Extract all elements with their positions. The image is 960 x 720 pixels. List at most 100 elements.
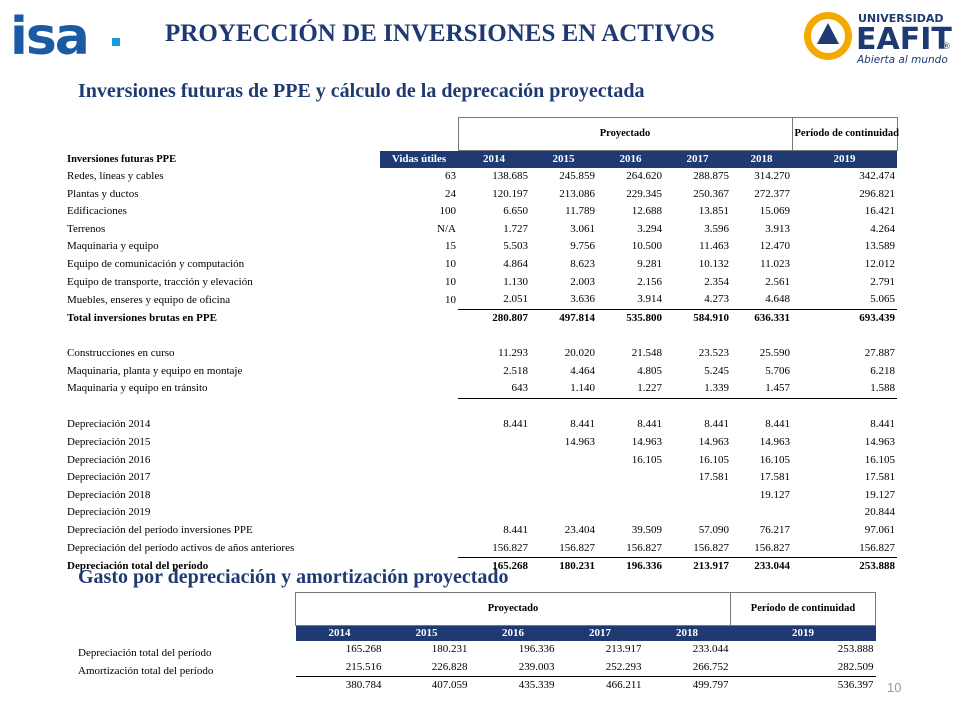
value-cell: 15.069 [759,205,790,218]
column-header: Inversiones futuras PPE [67,153,177,165]
value-cell: 314.270 [754,170,790,183]
row-label: Depreciación 2017 [67,471,151,484]
group-header-row: Proyectado Período de continuidad [295,592,876,626]
value-cell: 266.752 [692,660,729,673]
column-header-row: Inversiones futuras PPE Vidas útiles 2014 2… [65,150,897,169]
row-labels: Depreciación total del período Amortizaci… [78,645,213,680]
row-label: Total inversiones brutas en PPE [67,311,217,324]
value-cell: 8.441 [637,418,662,431]
value-cell: 13.589 [864,240,895,253]
value-cell: 11.293 [498,347,528,360]
value-cell: 11.789 [565,205,595,218]
value-cell: 57.090 [698,523,729,536]
row-label: Edificaciones [67,205,127,218]
value-cell: 156.827 [530,539,597,559]
life-cell [380,363,458,381]
value-cell: 17.581 [759,471,790,484]
table-row [65,398,897,416]
column-header: 2015 [383,625,470,641]
value-cell: 4.273 [664,291,731,310]
value-cell: 12.688 [631,205,662,218]
life-cell: 63 [445,170,456,183]
blank-cell [65,398,897,416]
value-cell: 3.294 [637,222,662,235]
value-cell: 1.140 [530,380,597,399]
value-cell: 156.827 [458,539,530,559]
row-label: Depreciación total del período [67,559,209,572]
value-cell: 5.065 [792,291,897,310]
logo-tagline: Abierta al mundo [856,54,948,66]
value-cell: 23.404 [564,523,595,536]
value-cell: 8.623 [570,258,595,271]
value-cell: 16.421 [864,205,895,218]
column-header: 2017 [664,150,731,169]
logo-line1: UNIVERSIDAD [858,12,944,25]
life-cell [380,487,458,505]
value-cell [458,434,530,452]
value-cell: 380.784 [295,676,384,695]
value-cell: 499.797 [643,676,731,695]
row-label: Plantas y ductos [67,187,139,200]
value-cell: 14.963 [698,436,729,448]
value-cell: 466.211 [556,676,644,695]
seal-mark [817,23,839,44]
column-header: 2018 [643,625,731,641]
table-row: Depreciación total del período 165.268 180… [65,558,897,576]
value-cell: 2.518 [503,364,528,377]
table-row: Maquinaria, planta y equipo en montaje 2.… [65,363,897,381]
value-cell: 3.913 [765,222,790,235]
column-header: 2014 [295,625,384,641]
value-cell [597,469,664,487]
value-cell: 636.331 [754,311,790,324]
value-cell: 213.917 [605,643,642,655]
value-cell: 14.963 [631,436,662,448]
value-cell: 272.377 [754,187,790,200]
value-cell: 253.888 [837,643,874,655]
value-cell: 213.086 [559,187,595,200]
value-cell: 3.061 [570,222,595,235]
row-label: Depreciación total del período [78,647,212,659]
value-cell: 180.231 [431,643,468,655]
value-cell: 14.963 [864,436,895,448]
table-container: Proyectado Período de continuidad Inversio… [65,117,899,576]
value-cell [458,487,530,505]
value-cell: 282.509 [837,660,874,673]
value-cell [530,452,597,470]
table-row: Depreciación del período activos de años… [65,539,897,559]
row-label: Amortización total del período [78,664,214,677]
row-label: Depreciación 2014 [67,418,151,431]
life-cell: 15 [445,240,456,253]
column-header: 2019 [730,625,876,641]
value-cell: 14.963 [564,436,595,448]
blank-cell [65,327,897,345]
value-cell: 156.827 [597,539,664,559]
value-cell: 1.588 [792,380,897,399]
eafit-logo: UNIVERSIDAD EAFIT ® Abierta al mundo [804,12,952,66]
life-cell: 10 [445,275,456,288]
value-cell: 233.044 [692,643,729,655]
table-row: Depreciación 2014 8.441 8.441 8.441 8.441 8.4… [65,416,897,434]
table-row [65,327,897,345]
value-cell: 39.509 [631,523,662,536]
row-label: Maquinaria y equipo [67,240,159,253]
value-cell: 2.003 [570,275,595,288]
value-cell: 11.463 [699,240,729,253]
slide-title: PROYECCIÓN DE INVERSIONES EN ACTIVOS [165,20,715,47]
life-cell: 100 [439,205,457,218]
value-cell: 11.023 [760,258,790,271]
table-row: Maquinaria y equipo en tránsito 643 1.140 1… [65,380,897,399]
table-row: Depreciación 2015 14.963 14.963 14.963 14.96… [65,434,897,452]
value-cell: 6.650 [503,205,528,218]
value-cell [597,487,664,505]
life-cell: 10 [445,258,456,271]
value-cell: 229.345 [626,187,662,200]
section-title: Inversiones futuras de PPE y cálculo de … [78,80,645,102]
table-row: Depreciación 2017 17.581 17.581 17.581 [65,469,897,487]
value-cell: 17.581 [698,471,729,484]
value-cell: 19.127 [864,488,895,501]
life-cell [380,522,458,540]
table-row: Redes, líneas y cables 63 138.685 245.859 26… [65,168,897,186]
value-cell: 23.523 [698,347,729,360]
value-cell [664,487,731,505]
group-header: Período de continuidad [730,592,876,626]
